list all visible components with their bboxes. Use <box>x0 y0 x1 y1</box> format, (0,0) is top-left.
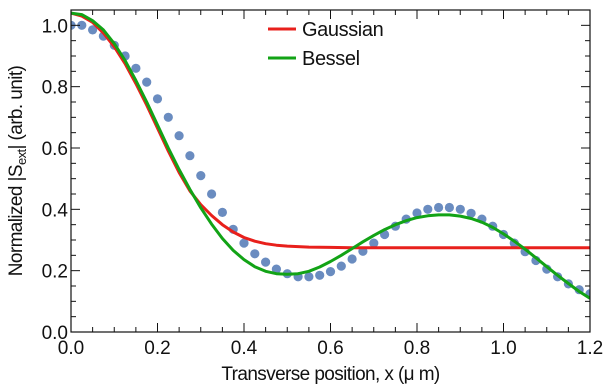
y-axis-title-suffix: | (arb. unit) <box>6 66 27 150</box>
data-point <box>423 204 433 214</box>
data-point <box>174 131 184 141</box>
data-point <box>77 20 87 30</box>
legend-label-bessel: Bessel <box>302 48 360 70</box>
data-point <box>142 77 152 87</box>
y-tick-label: 0.4 <box>42 200 69 221</box>
data-point <box>196 171 206 181</box>
data-point <box>207 189 217 199</box>
data-point <box>369 238 379 248</box>
y-tick-label: 0.8 <box>42 78 68 99</box>
legend-label-gaussian: Gaussian <box>302 19 383 41</box>
x-tick-label: 0.0 <box>58 338 84 359</box>
y-tick-label: 0.0 <box>42 323 68 344</box>
ticks-layer: 0.0 0.2 0.4 0.6 0.8 1.0 1.2 0.0 0.2 0.4 0.6 0.8 1.0 <box>42 10 603 359</box>
y-axis-title-prefix: Normalized |S <box>6 165 27 276</box>
y-tick-label: 0.2 <box>42 262 68 283</box>
x-tick-label: 0.4 <box>231 338 258 359</box>
data-point <box>271 264 281 274</box>
data-point <box>347 254 357 264</box>
x-tick-label: 1.0 <box>490 338 516 359</box>
series-line-bessel <box>71 11 590 300</box>
x-tick-label: 0.6 <box>317 338 343 359</box>
y-tick-label: 0.6 <box>42 139 68 160</box>
data-point <box>315 270 325 280</box>
data-point <box>217 207 227 217</box>
data-point <box>88 25 98 35</box>
data-point <box>455 204 465 214</box>
x-tick-label: 1.2 <box>577 338 603 359</box>
legend: Gaussian Bessel <box>268 19 384 70</box>
x-tick-label: 0.2 <box>144 338 170 359</box>
data-point <box>163 112 173 122</box>
y-tick-label: 1.0 <box>42 16 68 37</box>
data-point <box>131 63 141 73</box>
y-axis-title: Normalized |Sext| (arb. unit) <box>6 66 29 277</box>
data-point <box>261 257 271 267</box>
data-point <box>466 208 476 218</box>
data-point <box>434 202 444 213</box>
data-point <box>250 249 260 259</box>
x-tick-label: 0.8 <box>404 338 430 359</box>
data-point <box>304 272 314 282</box>
data-point <box>336 261 346 271</box>
plot-layer <box>71 11 590 300</box>
data-point <box>412 208 422 218</box>
x-axis-title: Transverse position, x (μ m) <box>221 364 440 385</box>
y-axis-title-subscript: ext <box>14 149 29 166</box>
data-point <box>444 202 454 213</box>
data-point <box>185 151 195 161</box>
data-point <box>152 94 163 104</box>
data-point <box>325 267 336 277</box>
data-point <box>239 238 249 248</box>
